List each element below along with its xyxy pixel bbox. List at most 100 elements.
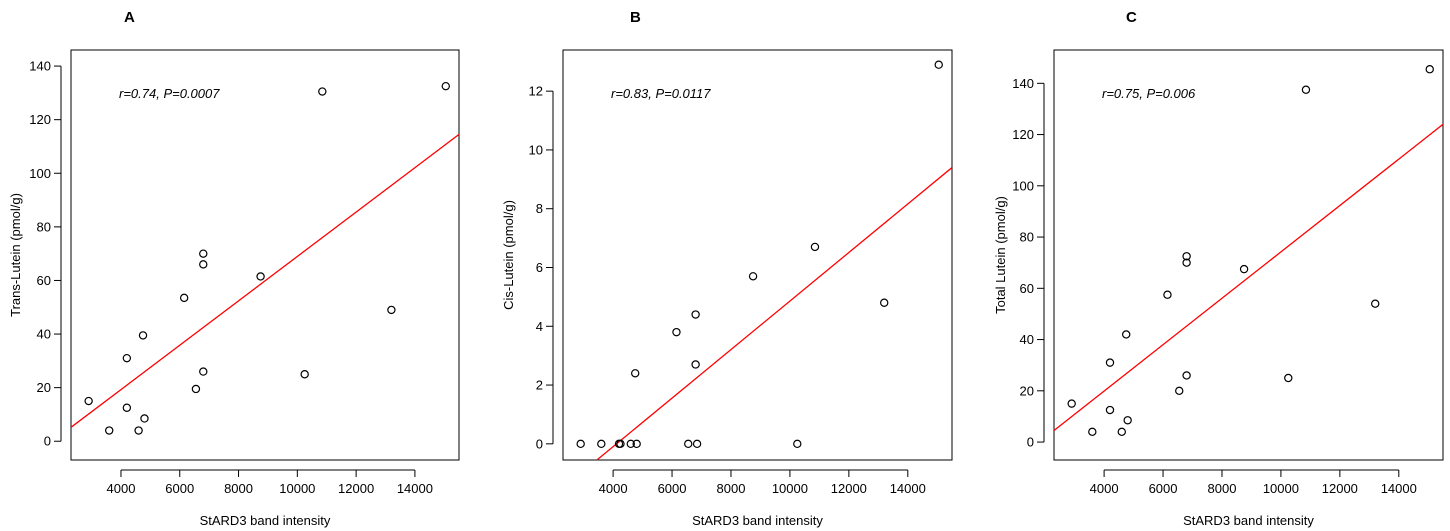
data-point xyxy=(1371,299,1380,308)
data-point xyxy=(1182,371,1191,380)
x-tick-label: 14000 xyxy=(890,481,926,496)
data-point xyxy=(138,331,148,340)
x-tick-label: 4000 xyxy=(1090,481,1119,496)
data-point xyxy=(691,310,700,319)
data-point xyxy=(1301,85,1311,94)
y-tick-label: 10 xyxy=(529,142,543,157)
regression-line xyxy=(596,167,953,461)
data-point xyxy=(199,249,208,258)
y-tick-label: 4 xyxy=(536,319,543,334)
data-point xyxy=(1239,264,1249,274)
data-point xyxy=(632,439,641,449)
x-tick-label: 10000 xyxy=(772,481,808,496)
data-point xyxy=(300,370,309,379)
y-tick-label: 80 xyxy=(1020,230,1034,245)
data-point xyxy=(1088,427,1097,437)
panel-label: A xyxy=(124,9,135,26)
data-point xyxy=(684,439,693,449)
data-point xyxy=(631,369,640,378)
data-point xyxy=(934,60,943,69)
data-point xyxy=(1425,65,1434,74)
y-tick-label: 140 xyxy=(1012,76,1034,91)
y-tick-label: 0 xyxy=(44,434,51,449)
data-point xyxy=(84,396,93,406)
data-point xyxy=(387,305,396,315)
x-tick-label: 14000 xyxy=(397,481,433,496)
y-tick-label: 8 xyxy=(536,201,543,216)
data-point xyxy=(134,426,143,435)
data-point xyxy=(1105,405,1115,415)
x-tick-label: 4000 xyxy=(599,481,628,496)
data-point xyxy=(626,439,635,449)
y-axis-label: Trans-Lutein (pmol/g) xyxy=(8,193,23,317)
x-tick-label: 8000 xyxy=(224,481,253,496)
x-axis-label: StARD3 band intensity xyxy=(692,513,823,528)
data-point xyxy=(616,439,625,449)
data-point xyxy=(692,439,702,449)
data-point xyxy=(1067,399,1076,408)
data-point xyxy=(441,81,450,91)
plot-frame xyxy=(562,49,953,461)
data-point xyxy=(880,298,889,307)
data-point xyxy=(191,384,201,394)
x-tick-label: 8000 xyxy=(717,481,746,496)
data-point xyxy=(1182,258,1191,267)
x-tick-label: 14000 xyxy=(1381,481,1417,496)
y-tick-label: 0 xyxy=(536,436,543,451)
panel-label: B xyxy=(630,9,641,26)
plot-frame xyxy=(1053,49,1444,461)
data-point xyxy=(105,426,114,435)
data-point xyxy=(199,260,208,269)
panel-label: C xyxy=(1126,9,1137,26)
data-point xyxy=(122,403,132,412)
y-axis-label: Cis-Lutein (pmol/g) xyxy=(501,200,516,310)
regression-line xyxy=(70,133,460,428)
y-tick-label: 40 xyxy=(37,327,51,342)
y-tick-label: 60 xyxy=(37,273,51,288)
plot-frame xyxy=(70,49,460,461)
y-tick-label: 80 xyxy=(37,219,51,234)
data-point xyxy=(122,353,132,363)
data-point xyxy=(672,327,681,337)
y-tick-label: 100 xyxy=(1012,178,1034,193)
x-axis-label: StARD3 band intensity xyxy=(1183,513,1314,528)
data-point xyxy=(199,367,208,376)
y-tick-label: 2 xyxy=(536,378,543,393)
data-point xyxy=(256,272,265,281)
y-tick-label: 120 xyxy=(1012,127,1034,142)
correlation-annotation: r=0.75, P=0.006 xyxy=(1102,86,1196,101)
x-tick-label: 12000 xyxy=(831,481,867,496)
x-axis-label: StARD3 band intensity xyxy=(200,513,331,528)
data-point xyxy=(1175,386,1184,396)
y-tick-label: 100 xyxy=(29,166,51,181)
x-tick-label: 12000 xyxy=(338,481,374,496)
y-tick-label: 6 xyxy=(536,260,543,275)
y-tick-label: 12 xyxy=(529,84,543,99)
data-point xyxy=(140,414,149,423)
x-tick-label: 6000 xyxy=(1149,481,1178,496)
data-point xyxy=(1105,358,1115,367)
data-point xyxy=(1122,330,1131,339)
regression-line xyxy=(1053,123,1444,432)
y-tick-label: 20 xyxy=(1020,383,1034,398)
data-point xyxy=(691,360,700,369)
data-point xyxy=(179,293,189,303)
data-point xyxy=(1123,416,1132,425)
y-tick-label: 40 xyxy=(1020,332,1034,347)
data-point xyxy=(793,439,802,449)
data-point xyxy=(810,242,820,252)
data-point xyxy=(1182,252,1191,261)
x-tick-label: 12000 xyxy=(1322,481,1358,496)
data-point xyxy=(1284,373,1293,383)
data-point xyxy=(1163,290,1172,299)
x-tick-label: 10000 xyxy=(1263,481,1299,496)
x-tick-label: 6000 xyxy=(165,481,194,496)
y-axis-label: Total Lutein (pmol/g) xyxy=(993,196,1008,314)
y-tick-label: 120 xyxy=(29,112,51,127)
x-tick-label: 6000 xyxy=(658,481,687,496)
x-tick-label: 4000 xyxy=(107,481,136,496)
y-tick-label: 20 xyxy=(37,380,51,395)
data-point xyxy=(576,439,585,449)
data-point xyxy=(318,87,327,96)
